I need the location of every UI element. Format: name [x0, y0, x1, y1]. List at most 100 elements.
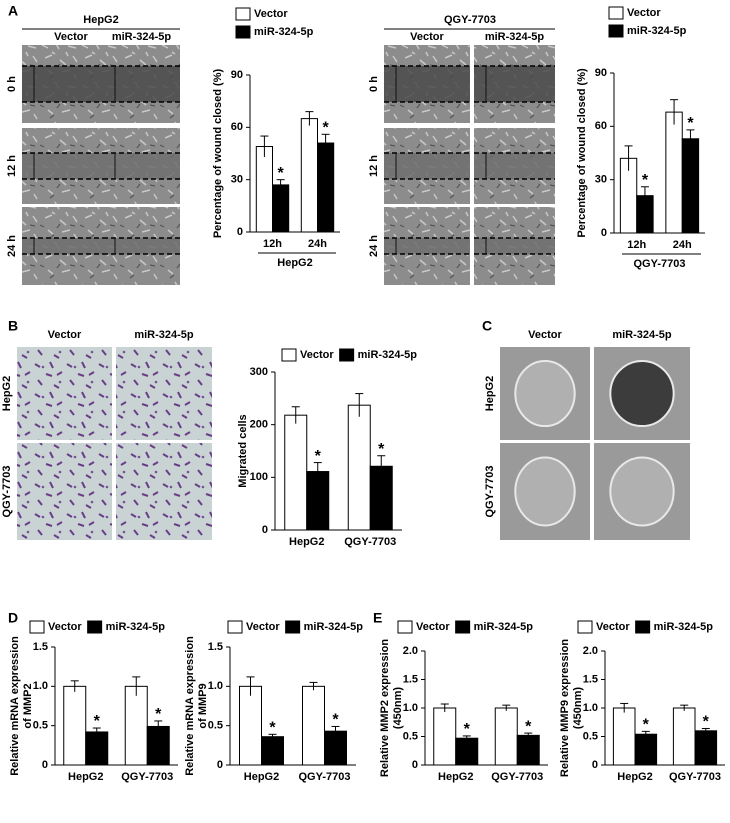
y-tick-label: 1.5 — [403, 673, 418, 685]
legend-swatch — [339, 348, 355, 362]
grid-title: HepG2 — [83, 14, 118, 26]
y-tick-label: 300 — [250, 366, 268, 378]
y-tick-label: 0.5 — [583, 730, 598, 742]
legend-swatch — [29, 620, 45, 634]
wound-gap — [22, 238, 120, 254]
wound-gap — [103, 153, 180, 179]
legend-swatch — [455, 620, 471, 634]
x-tick-label: HepG2 — [438, 771, 473, 783]
x-tick-label: HepG2 — [68, 771, 103, 783]
x-tick-label: QGY-7703 — [121, 771, 173, 783]
y-tick-label: 2.0 — [583, 645, 598, 657]
y-tick-label: 1.5 — [583, 673, 598, 685]
y-tick-label: 0 — [42, 759, 48, 771]
significance: * — [322, 120, 329, 137]
y-axis-label: Relative MMP2 expression — [379, 639, 391, 777]
grid-title: QGY-7703 — [444, 14, 496, 26]
y-axis-label: Relative MMP9 expression — [559, 639, 571, 777]
y-tick-label: 30 — [595, 174, 607, 186]
legend-swatch — [608, 24, 624, 38]
y-tick-label: 0.5 — [33, 720, 48, 732]
bar — [284, 414, 308, 531]
row-label: 0 h — [368, 76, 380, 92]
y-tick-label: 90 — [231, 69, 243, 81]
x-tick-label: QGY-7703 — [491, 771, 543, 783]
significance: * — [332, 712, 339, 729]
x-tick-label: 24h — [308, 238, 327, 250]
legend-label: miR-324-5p — [654, 621, 714, 633]
significance: * — [687, 115, 694, 132]
y-tick-label: 1.5 — [208, 641, 223, 653]
y-axis-label: (450nm) — [392, 687, 404, 730]
legend-swatch — [608, 6, 624, 20]
row-label: 12 h — [6, 155, 18, 177]
legend-label: Vector — [596, 621, 630, 633]
wound-gap — [384, 66, 470, 102]
micrograph — [17, 347, 112, 440]
column-label: Vector — [54, 31, 88, 43]
panel-label: A — [8, 3, 18, 19]
panel-label: E — [373, 610, 382, 626]
y-tick-label: 200 — [250, 419, 268, 431]
x-tick-label: 24h — [673, 239, 692, 251]
y-tick-label: 100 — [250, 471, 268, 483]
y-tick-label: 1.0 — [583, 702, 598, 714]
column-label: Vector — [528, 329, 562, 341]
significance: * — [525, 718, 532, 735]
y-axis-label: (450nm) — [572, 687, 584, 730]
y-axis-label: Relative mRNA expression — [184, 636, 196, 776]
row-label: 12 h — [368, 155, 380, 177]
legend-label: Vector — [48, 621, 82, 633]
micrograph — [17, 443, 112, 540]
significance: * — [277, 165, 284, 182]
x-tick-label: HepG2 — [289, 536, 324, 548]
y-tick-label: 1.5 — [33, 641, 48, 653]
bar — [239, 685, 262, 766]
y-tick-label: 0.5 — [403, 730, 418, 742]
bar — [516, 734, 540, 766]
bar — [681, 138, 700, 234]
column-label: miR-324-5p — [134, 329, 194, 341]
y-tick-label: 30 — [231, 174, 243, 186]
bar — [347, 404, 371, 531]
bar — [665, 111, 683, 234]
row-label: QGY-7703 — [484, 466, 496, 518]
y-axis-label: Relative mRNA expression — [9, 636, 21, 776]
spheroid — [514, 359, 576, 428]
bar — [494, 707, 518, 766]
x-tick-label: HepG2 — [244, 771, 279, 783]
wound-gap — [474, 153, 555, 179]
y-tick-label: 60 — [595, 120, 607, 132]
legend-swatch — [235, 25, 251, 39]
y-tick-label: 60 — [231, 121, 243, 133]
bar — [433, 707, 457, 766]
y-tick-label: 1.0 — [403, 702, 418, 714]
legend-label: miR-324-5p — [304, 621, 364, 633]
significance: * — [643, 717, 650, 734]
significance: * — [703, 714, 710, 731]
x-tick-label: QGY-7703 — [669, 771, 721, 783]
y-tick-label: 2.0 — [403, 645, 418, 657]
wound-gap — [103, 66, 180, 102]
legend-swatch — [635, 620, 651, 634]
y-axis-label: Migrated cells — [237, 414, 249, 487]
y-tick-label: 0 — [237, 226, 243, 238]
wound-gap — [474, 66, 555, 102]
column-label: miR-324-5p — [612, 329, 672, 341]
y-tick-label: 0 — [412, 759, 418, 771]
bar — [261, 736, 284, 766]
row-label: 24 h — [368, 235, 380, 257]
wound-gap — [474, 238, 555, 254]
legend-label: Vector — [300, 349, 334, 361]
y-tick-label: 0 — [592, 759, 598, 771]
wound-gap — [384, 238, 470, 254]
bar — [324, 730, 347, 766]
x-tick-label: 12h — [263, 238, 282, 250]
significance: * — [155, 706, 162, 723]
row-label: 24 h — [6, 235, 18, 257]
legend-swatch — [235, 7, 251, 21]
y-tick-label: 0 — [601, 227, 607, 239]
x-tick-label: 12h — [627, 239, 646, 251]
y-tick-label: 0.5 — [208, 720, 223, 732]
spheroid — [514, 456, 576, 527]
